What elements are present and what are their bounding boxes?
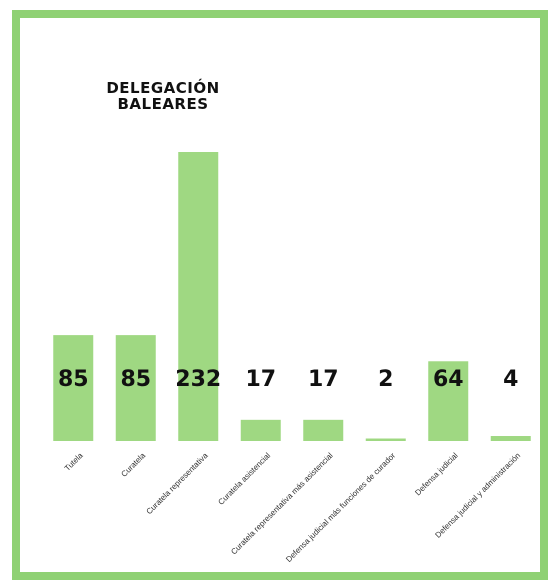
- bar: [53, 335, 94, 441]
- value-label: 85: [58, 367, 89, 392]
- value-label: 17: [308, 367, 339, 392]
- bar: [240, 419, 281, 441]
- bar: [490, 436, 531, 441]
- value-label: 4: [503, 367, 518, 392]
- x-tick-label: Defensa judicial: [413, 451, 459, 497]
- bar: [428, 361, 469, 441]
- frame: [12, 10, 548, 580]
- x-tick-label: Curatela representativa más asistencial: [229, 451, 335, 557]
- bar: [178, 152, 219, 441]
- x-tick-label: Curatela: [119, 451, 147, 479]
- value-label: 17: [245, 367, 276, 392]
- x-tick-label: Curatela representativa: [144, 451, 210, 517]
- value-label: 64: [433, 367, 464, 392]
- x-tick-label: Curatela asistencial: [216, 451, 272, 507]
- value-label: 85: [120, 367, 151, 392]
- value-label: 2: [378, 367, 393, 392]
- chart-title: DELEGACIÓN BALEARES: [106, 79, 220, 113]
- bar: [303, 419, 344, 441]
- x-tick-label: Tutela: [63, 451, 85, 473]
- bar: [115, 335, 156, 441]
- value-label: 232: [175, 367, 221, 392]
- bar: [365, 438, 406, 441]
- x-tick-label: Defensa judicial más funciones de curado…: [284, 451, 397, 564]
